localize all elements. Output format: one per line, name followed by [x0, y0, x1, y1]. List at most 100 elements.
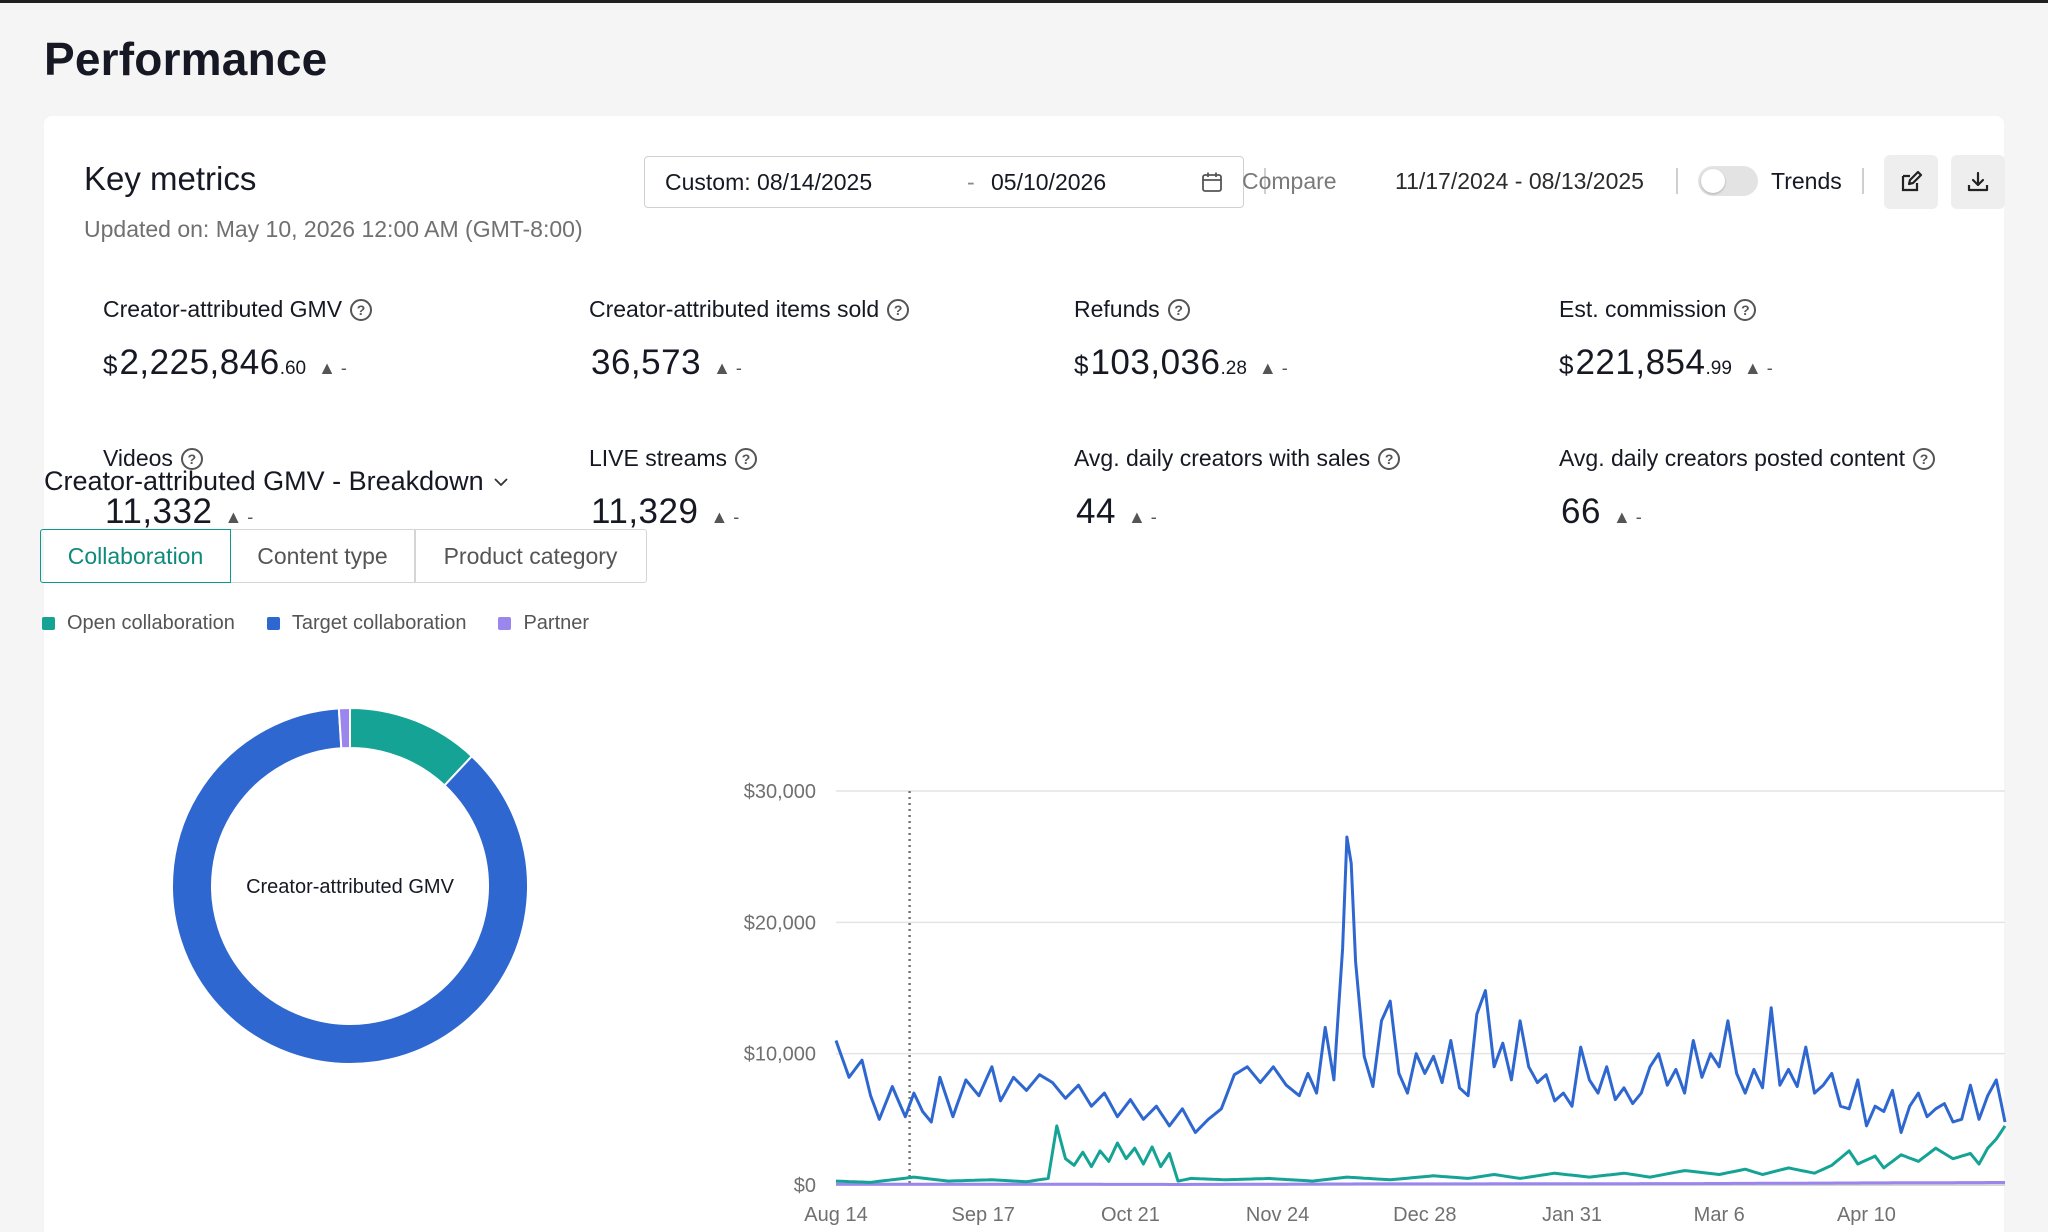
legend-item-partner[interactable]: Partner — [498, 612, 589, 635]
y-tick-label: $10,000 — [744, 1044, 816, 1066]
series-line-partner[interactable] — [836, 1181, 2005, 1186]
y-tick-label: $30,000 — [744, 781, 816, 803]
metric-delta: ▲ - — [1127, 507, 1157, 527]
toolbar-divider — [1676, 168, 1678, 194]
section-title: Key metrics — [84, 160, 257, 197]
metric-cents: .60 — [279, 358, 307, 379]
help-icon[interactable]: ? — [735, 447, 758, 470]
metric-delta: ▲ - — [1258, 358, 1288, 378]
metric-label-text: Avg. daily creators with sales — [1074, 445, 1371, 471]
toggle-knob — [1701, 169, 1725, 193]
metric-label: Est. commission? — [1559, 296, 1773, 323]
top-border-line — [0, 0, 2048, 3]
download-button[interactable] — [1951, 155, 2005, 209]
trends-toggle[interactable] — [1698, 166, 1758, 196]
metric-value: $2,225,846.60 ▲ - — [103, 343, 372, 383]
metric-delta: ▲ - — [710, 507, 740, 527]
help-icon[interactable]: ? — [1378, 447, 1401, 470]
legend-swatch — [266, 617, 280, 630]
metric-card: Creator-attributed GMV? $2,225,846.60 ▲ - — [103, 296, 373, 383]
tab-content-type[interactable]: Content type — [229, 529, 416, 583]
x-tick-label: Jan 31 — [1542, 1204, 1602, 1226]
metric-number: 11,332 — [105, 492, 213, 531]
metric-card: Avg. daily creators posted content? 66 ▲ - — [1559, 445, 1936, 532]
metric-card: Refunds? $103,036.28 ▲ - — [1074, 296, 1288, 383]
legend-label: Partner — [523, 612, 590, 634]
help-icon[interactable]: ? — [1913, 447, 1936, 470]
metric-label: LIVE streams? — [589, 445, 758, 472]
donut-slice-partner[interactable] — [337, 706, 351, 750]
donut-slice-open-collaboration[interactable] — [349, 706, 474, 787]
legend-item-target[interactable]: Target collaboration — [266, 612, 466, 635]
y-tick-label: $20,000 — [744, 912, 816, 934]
metric-number: 66 — [1561, 492, 1601, 531]
x-tick-label: Mar 6 — [1694, 1204, 1745, 1226]
calendar-icon[interactable] — [1201, 171, 1223, 193]
date-range-separator: - — [967, 168, 975, 195]
compare-label: Compare — [1242, 168, 1337, 194]
metric-value: 66 ▲ - — [1559, 492, 1935, 532]
metric-label: Avg. daily creators with sales? — [1074, 445, 1401, 472]
metric-delta: ▲ - — [713, 358, 742, 378]
date-range-end: 05/10/2026 — [991, 168, 1107, 195]
metric-label: Avg. daily creators posted content? — [1559, 445, 1936, 472]
breakdown-tabs: Collaboration Content type Product categ… — [40, 529, 647, 583]
metric-label-text: Refunds — [1074, 296, 1160, 322]
metric-value: 36,573 ▲ - — [589, 343, 909, 383]
metric-number: 103,036 — [1090, 343, 1221, 382]
date-range-start: Custom: 08/14/2025 — [665, 168, 873, 195]
help-icon[interactable]: ? — [1734, 298, 1757, 321]
series-line-target-collaboration[interactable] — [834, 835, 2007, 1134]
series-line-open-collaboration[interactable] — [835, 1124, 2007, 1184]
metric-label-text: Creator-attributed items sold — [589, 296, 880, 322]
tab-collaboration[interactable]: Collaboration — [40, 529, 231, 583]
breakdown-dropdown[interactable]: Creator-attributed GMV - Breakdown — [44, 466, 512, 497]
download-icon — [1967, 171, 1989, 192]
chart-legend: Open collaboration Target collaboration … — [42, 612, 621, 635]
metric-card: Est. commission? $221,854.99 ▲ - — [1559, 296, 1773, 383]
page-title: Performance — [44, 33, 328, 85]
chevron-down-icon — [494, 477, 508, 486]
donut-center-label: Creator-attributed GMV — [246, 876, 455, 898]
date-range-picker[interactable]: Custom: 08/14/2025 - 05/10/2026 — [644, 156, 1244, 208]
help-icon[interactable]: ? — [1167, 298, 1190, 321]
metric-number: 2,225,846 — [119, 343, 280, 382]
metric-label-text: Est. commission — [1559, 296, 1727, 322]
metric-currency: $ — [1559, 350, 1574, 380]
edit-button[interactable] — [1884, 155, 1938, 209]
donut-slice-target-collaboration[interactable] — [171, 707, 529, 1065]
donut-chart: Creator-attributed GMV — [171, 706, 529, 1065]
trends-label: Trends — [1771, 168, 1842, 194]
legend-item-open[interactable]: Open collaboration — [42, 612, 235, 635]
metric-delta: ▲ - — [224, 507, 254, 527]
metric-card: LIVE streams? 11,329 ▲ - — [589, 445, 758, 532]
metric-label-text: Creator-attributed GMV — [103, 296, 343, 322]
compare-date-range[interactable]: 11/17/2024 - 08/13/2025 — [1395, 168, 1644, 194]
metric-cents: .99 — [1705, 358, 1732, 379]
metric-card: Videos? 11,332 ▲ - — [103, 445, 253, 532]
x-tick-label: Apr 10 — [1837, 1204, 1896, 1226]
legend-swatch — [498, 617, 512, 630]
metric-number: 44 — [1076, 492, 1116, 531]
legend-label: Open collaboration — [67, 612, 235, 634]
x-tick-label: Dec 28 — [1393, 1204, 1456, 1226]
help-icon[interactable]: ? — [180, 447, 203, 470]
metric-label: Videos? — [103, 445, 253, 472]
metric-value: 44 ▲ - — [1074, 492, 1400, 532]
help-icon[interactable]: ? — [887, 298, 910, 321]
metric-number: 11,329 — [591, 492, 699, 531]
metric-label-text: LIVE streams — [589, 445, 728, 471]
metric-value: $221,854.99 ▲ - — [1559, 343, 1773, 383]
help-icon[interactable]: ? — [350, 298, 373, 321]
breakdown-title: Creator-attributed GMV - Breakdown — [44, 466, 484, 496]
metric-label: Creator-attributed GMV? — [103, 296, 373, 323]
x-tick-label: Sep 17 — [952, 1204, 1015, 1226]
x-tick-label: Aug 14 — [804, 1204, 867, 1226]
x-tick-label: Nov 24 — [1246, 1204, 1309, 1226]
tab-product-category[interactable]: Product category — [414, 529, 647, 583]
metric-label-text: Avg. daily creators posted content — [1559, 445, 1906, 471]
edit-icon — [1901, 170, 1923, 192]
legend-swatch — [42, 617, 55, 630]
metric-delta: ▲ - — [1612, 507, 1642, 527]
metric-value: 11,332 ▲ - — [103, 492, 253, 532]
